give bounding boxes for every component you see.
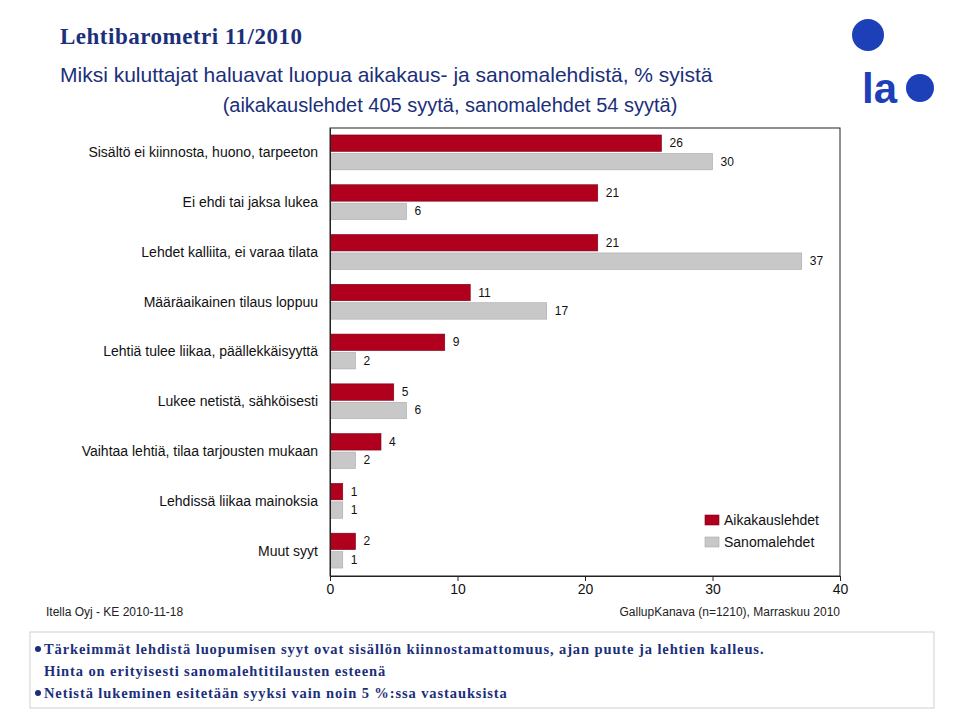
notes-box [30, 632, 934, 708]
data-label: 4 [389, 435, 396, 449]
legend: Aikakauslehdet Sanomalehdet [705, 512, 819, 550]
data-label: 5 [402, 385, 409, 399]
bar [330, 284, 470, 300]
logo-dot [906, 74, 934, 102]
data-label: 2 [364, 453, 371, 467]
tick: Lehtiä tulee liikaa, päällekkäisyyttä [103, 343, 330, 359]
category-label: Vaihtaa lehtiä, tilaa tarjousten mukaan [82, 443, 318, 459]
series [330, 153, 802, 568]
bar [330, 533, 356, 549]
category-label: Lehdet kalliita, ei varaa tilata [141, 244, 318, 260]
data-label: 1 [351, 553, 358, 567]
tick-label: 10 [450, 581, 466, 597]
data-label: 17 [555, 304, 569, 318]
category-label: Lehtiä tulee liikaa, päällekkäisyyttä [103, 343, 318, 359]
tick: Määräaikainen tilaus loppuu [144, 294, 330, 310]
data-label: 21 [606, 186, 620, 200]
bar [330, 384, 394, 400]
note: Hinta on erityisesti sanomalehtitilauste… [44, 663, 386, 679]
bar [330, 402, 407, 418]
data-label: 11 [478, 286, 491, 300]
tick: Vaihtaa lehtiä, tilaa tarjousten mukaan [82, 443, 330, 459]
data-label: 9 [453, 335, 460, 349]
category-label: Ei ehdi tai jaksa lukea [183, 194, 319, 210]
category-label: Määräaikainen tilaus loppuu [144, 294, 318, 310]
note: Netistä lukeminen esitetään syyksi vain … [44, 685, 508, 701]
category-label: Lehdissä liikaa mainoksia [159, 493, 318, 509]
category-label: Lukee netistä, sähköisesti [158, 393, 318, 409]
legend-label: Sanomalehdet [724, 534, 814, 550]
data-label: 21 [606, 236, 620, 250]
logo: la [862, 65, 898, 112]
tick-label: 0 [327, 581, 335, 597]
bar [330, 353, 356, 369]
bar [330, 334, 445, 350]
tick: 10 [450, 576, 466, 597]
axis-line [330, 129, 331, 577]
bar [330, 552, 343, 568]
tick: 0 [327, 576, 335, 597]
subtitle: (aikakauslehdet 405 syytä, sanomalehdet … [223, 94, 678, 116]
tick: Lukee netistä, sähköisesti [158, 393, 330, 409]
bar [330, 434, 381, 450]
bar [330, 483, 343, 499]
data-label: 1 [351, 485, 358, 499]
data-label: 1 [351, 503, 358, 517]
source: GallupKanava (n=1210), Marraskuu 2010 [620, 605, 841, 619]
title: Miksi kuluttajat haluavat luopua aikakau… [60, 63, 713, 86]
tick-label: 30 [705, 581, 721, 597]
source: Itella Oyj - KE 2010-11-18 [46, 605, 184, 619]
plot-frame [330, 128, 840, 576]
data-label: 2 [364, 354, 371, 368]
bar [330, 253, 802, 269]
legend-label: Aikakauslehdet [724, 512, 819, 528]
category-label: Sisältö ei kiinnosta, huono, tarpeeton [88, 144, 318, 160]
legend-item: Aikakauslehdet [705, 512, 819, 528]
tick-label: 40 [833, 581, 849, 597]
bullet [35, 690, 41, 696]
bar [330, 185, 598, 201]
tick: Lehdet kalliita, ei varaa tilata [141, 244, 330, 260]
x-axis: 0 10 20 30 40 [327, 576, 849, 597]
series [330, 135, 662, 550]
y-axis: Sisältö ei kiinnosta, huono, tarpeeton Ei… [82, 129, 331, 577]
bar [330, 153, 713, 169]
bar [330, 203, 407, 219]
tick-label: 20 [578, 581, 594, 597]
chart: Lehtibarometri 11/2010 la Miksi kuluttajat… [0, 0, 960, 712]
bar [330, 135, 662, 151]
tick: 20 [578, 576, 594, 597]
data-label: 30 [721, 155, 735, 169]
logo-dot [852, 19, 884, 51]
data-label: 6 [415, 403, 422, 417]
legend-swatch [705, 515, 719, 525]
bullet [35, 646, 41, 652]
note: Tärkeimmät lehdistä luopumisen syyt ovat… [44, 641, 764, 657]
tick: Muut syyt [258, 543, 330, 559]
tick: 40 [833, 576, 849, 597]
data-label: 6 [415, 204, 422, 218]
header: Lehtibarometri 11/2010 [60, 24, 302, 49]
data-label: 37 [810, 254, 824, 268]
data-label: 2 [364, 534, 371, 548]
tick: 30 [705, 576, 721, 597]
bar [330, 303, 547, 319]
legend-item: Sanomalehdet [705, 534, 814, 550]
tick: Lehdissä liikaa mainoksia [159, 493, 330, 509]
data-labels: 2621211195412306371726211 [351, 136, 824, 567]
tick: Ei ehdi tai jaksa lukea [183, 194, 330, 210]
bar [330, 235, 598, 251]
legend-swatch [705, 537, 719, 547]
bar [330, 502, 343, 518]
data-label: 26 [670, 136, 684, 150]
bars [330, 135, 802, 568]
category-label: Muut syyt [258, 543, 318, 559]
bar [330, 452, 356, 468]
tick: Sisältö ei kiinnosta, huono, tarpeeton [88, 144, 330, 160]
